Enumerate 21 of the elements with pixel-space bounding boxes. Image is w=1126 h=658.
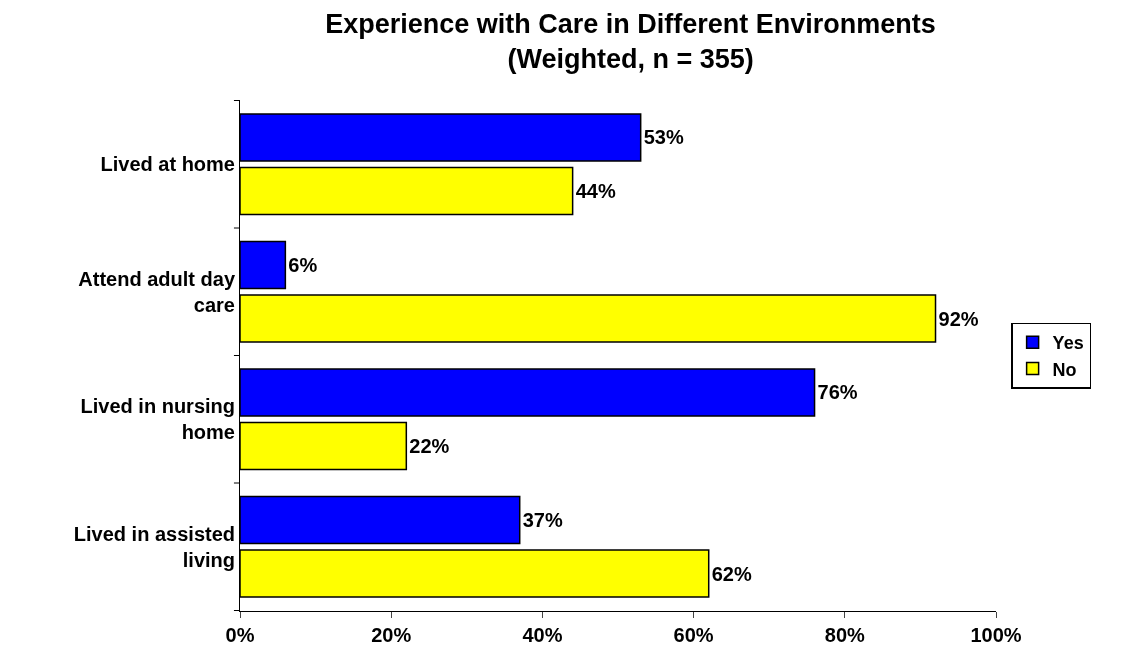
data-label: 22% bbox=[409, 435, 450, 458]
data-label: 6% bbox=[288, 253, 318, 276]
legend-label: Yes bbox=[1052, 333, 1084, 354]
y-tick-label: Lived in nursing home bbox=[80, 395, 235, 444]
data-label: 62% bbox=[711, 562, 752, 585]
data-label: 92% bbox=[938, 307, 979, 330]
data-label: 53% bbox=[643, 126, 684, 149]
x-tick-label: 0% bbox=[225, 624, 255, 646]
x-tick-label: 80% bbox=[824, 624, 866, 646]
data-label: 37% bbox=[522, 508, 563, 531]
y-tick-label: Lived at home bbox=[100, 153, 235, 176]
legend-label: No bbox=[1052, 359, 1077, 380]
x-tick-label: 40% bbox=[522, 624, 563, 646]
chart-title: Experience with Care in Different Environments (Weighted, n = 355) bbox=[325, 8, 936, 74]
data-label: 44% bbox=[575, 180, 616, 203]
x-tick-label: 100% bbox=[970, 624, 1022, 646]
x-tick-label: 60% bbox=[673, 624, 714, 646]
data-label: 76% bbox=[817, 381, 858, 404]
x-tick-label: 20% bbox=[371, 624, 412, 646]
y-tick-label: Attend adult day care bbox=[78, 267, 236, 316]
y-tick-label: Lived in assisted living bbox=[73, 522, 235, 571]
